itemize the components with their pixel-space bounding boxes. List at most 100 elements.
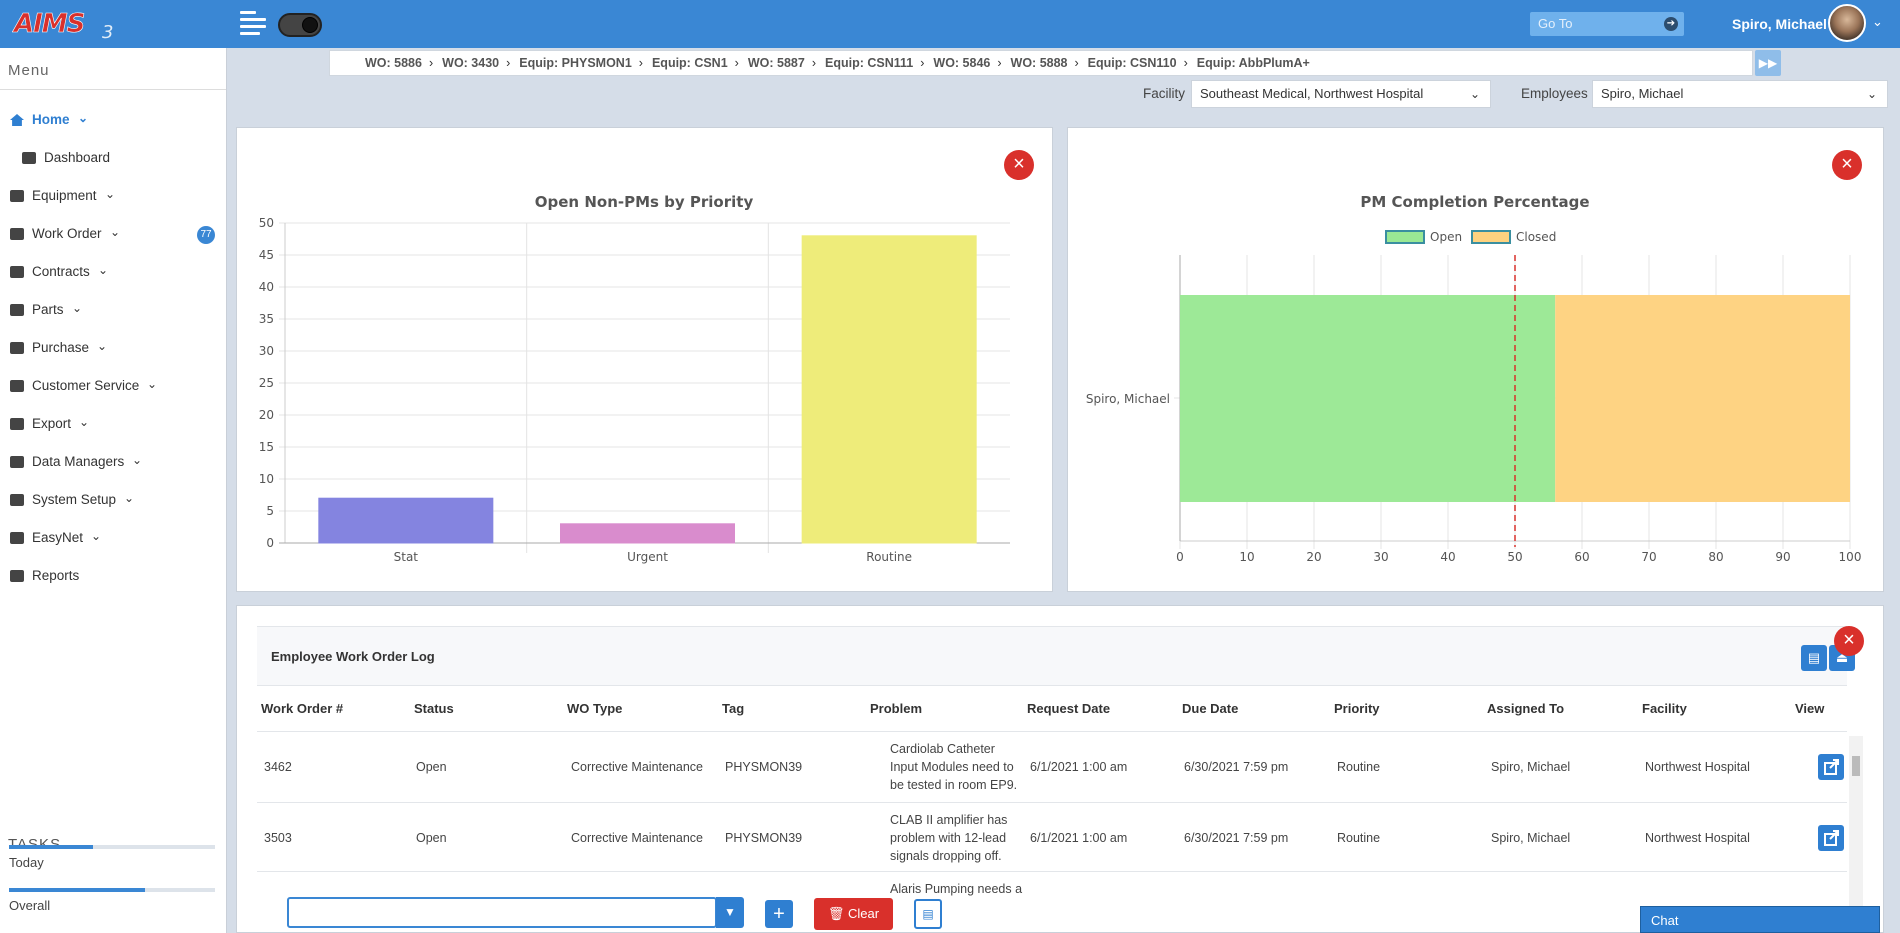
breadcrumb-item[interactable]: Equip: PHYSMON1	[519, 56, 632, 70]
column-header[interactable]: Work Order #	[261, 701, 344, 716]
clear-button[interactable]: 🗑 Clear	[814, 898, 893, 930]
sidebar-item-reports[interactable]: Reports	[0, 561, 226, 591]
column-header[interactable]: View	[1795, 701, 1825, 716]
facility-select[interactable]: Southeast Medical, Northwest Hospital ⌄	[1191, 80, 1491, 108]
pdf-icon[interactable]: ▤	[914, 899, 942, 929]
sidebar-item-data-managers[interactable]: Data Managers ⌄	[0, 447, 226, 477]
sidebar-item-label: Contracts	[32, 264, 90, 279]
avatar[interactable]	[1828, 4, 1866, 42]
table-row[interactable]: Alaris Pumping needs a	[257, 871, 1847, 933]
column-header[interactable]: Facility	[1642, 701, 1687, 716]
chevron-right-icon: ›	[638, 56, 643, 70]
export-file-icon[interactable]: ▤	[1801, 645, 1827, 671]
y-tick-label: 35	[259, 312, 274, 326]
open-non-pms-panel: × Open Non-PMs by Priority 0 5 10 15 20 25 30 35…	[236, 127, 1053, 592]
sidebar-item-label: Customer Service	[32, 378, 140, 393]
chevron-right-icon: ›	[1183, 56, 1188, 70]
bottom-input[interactable]	[287, 897, 717, 928]
sidebar-item-purchase[interactable]: Purchase ⌄	[0, 333, 226, 363]
breadcrumb-item[interactable]: WO: 5888	[1010, 56, 1068, 70]
external-link-icon[interactable]	[1818, 754, 1844, 780]
sidebar-item-contracts[interactable]: Contracts ⌄	[0, 257, 226, 287]
y-tick-label: 30	[259, 344, 274, 358]
x-tick-label: Stat	[394, 550, 419, 564]
column-header[interactable]: Status	[414, 701, 454, 716]
external-link-icon[interactable]	[1818, 825, 1844, 851]
column-header[interactable]: Request Date	[1027, 701, 1111, 716]
cell-problem: be tested in room EP9.	[890, 778, 1018, 792]
facility-label: Facility	[1143, 86, 1186, 101]
home-icon	[10, 114, 24, 126]
chevron-down-icon[interactable]: ⌄	[1872, 14, 1883, 29]
cell-problem: CLAB II amplifier has	[890, 813, 1008, 827]
sidebar-item-label: Reports	[32, 568, 80, 583]
breadcrumb-forward-button[interactable]: ▶▶	[1755, 50, 1781, 76]
cell-priority: Routine	[1337, 760, 1381, 774]
breadcrumb-item[interactable]: Equip: CSN110	[1087, 56, 1177, 70]
facility-value: Southeast Medical, Northwest Hospital	[1200, 86, 1424, 101]
column-header[interactable]: Tag	[722, 701, 745, 716]
top-bar: AIMS 3 Go To ➔ Spiro, Michael ⌄	[0, 0, 1900, 48]
legend-label: Open	[1430, 230, 1462, 244]
breadcrumb-item[interactable]: WO: 5887	[747, 56, 805, 70]
chevron-down-icon: ⌄	[78, 111, 89, 125]
parts-icon	[10, 304, 24, 316]
scrollbar[interactable]	[1849, 736, 1863, 933]
close-icon[interactable]: ×	[1004, 150, 1034, 180]
arrow-right-icon[interactable]: ➔	[1664, 17, 1678, 31]
bar	[560, 523, 735, 544]
legend-swatch	[1385, 230, 1425, 244]
column-header[interactable]: Assigned To	[1487, 701, 1565, 716]
cell-problem: Alaris Pumping needs a	[890, 882, 1023, 896]
breadcrumb-item[interactable]: WO: 5886	[365, 56, 422, 70]
chevron-down-icon: ⌄	[1469, 87, 1480, 101]
send-icon	[10, 532, 24, 544]
sidebar-item-system-setup[interactable]: System Setup ⌄	[0, 485, 226, 515]
add-button[interactable]: +	[765, 900, 793, 928]
sidebar-item-work-order[interactable]: Work Order ⌄ 77	[0, 219, 226, 249]
sidebar-item-dashboard[interactable]: Dashboard	[0, 143, 226, 173]
column-header[interactable]: WO Type	[567, 701, 623, 716]
breadcrumb-item[interactable]: WO: 5846	[933, 56, 991, 70]
column-header[interactable]: Due Date	[1182, 701, 1239, 716]
sidebar-item-easynet[interactable]: EasyNet ⌄	[0, 523, 226, 553]
sidebar-item-parts[interactable]: Parts ⌄	[0, 295, 226, 325]
work-order-count-badge: 77	[197, 226, 215, 244]
cell-status: Open	[416, 760, 447, 774]
column-header[interactable]: Problem	[870, 701, 923, 716]
sidebar-item-home[interactable]: Home ⌄	[0, 105, 226, 135]
chevron-right-icon: ›	[997, 56, 1002, 70]
chat-button[interactable]: Chat	[1640, 906, 1880, 933]
table-row[interactable]: 3462 Open Corrective Maintenance PHYSMON39 6…	[257, 731, 1847, 801]
cell-assigned: Spiro, Michael	[1491, 831, 1571, 845]
theme-toggle[interactable]	[278, 13, 322, 37]
sidebar-item-label: Export	[32, 416, 72, 431]
overall-progress-bar	[9, 888, 215, 892]
goto-input[interactable]: Go To ➔	[1530, 12, 1684, 36]
log-title: Employee Work Order Log	[271, 649, 435, 664]
y-tick-label: 10	[259, 472, 274, 486]
breadcrumb-item[interactable]: WO: 3430	[442, 56, 500, 70]
menu-toggle-icon[interactable]	[240, 10, 266, 36]
menu-heading: Menu	[0, 48, 226, 90]
sidebar-item-customer-service[interactable]: Customer Service ⌄	[0, 371, 226, 401]
aims-logo[interactable]: AIMS 3	[12, 8, 122, 40]
breadcrumb-item[interactable]: Equip: AbbPlumA+	[1196, 56, 1310, 70]
breadcrumb-item[interactable]: Equip: CSN111	[824, 56, 914, 70]
sidebar-item-export[interactable]: Export ⌄	[0, 409, 226, 439]
code-icon	[10, 456, 24, 468]
close-icon[interactable]: ×	[1834, 626, 1864, 656]
cell-due: 6/30/2021 7:59 pm	[1184, 760, 1289, 774]
clear-label: Clear	[848, 906, 880, 921]
column-header[interactable]: Priority	[1334, 701, 1380, 716]
breadcrumb-item[interactable]: Equip: CSN1	[651, 56, 728, 70]
sidebar-item-label: System Setup	[32, 492, 117, 507]
cell-wo: 3503	[264, 831, 292, 845]
close-icon[interactable]: ×	[1832, 150, 1862, 180]
chevron-down-icon[interactable]: ▼	[716, 897, 744, 928]
x-tick-label: 0	[1176, 550, 1184, 564]
user-name[interactable]: Spiro, Michael	[1732, 16, 1827, 32]
table-row[interactable]: 3503 Open Corrective Maintenance PHYSMON39 6…	[257, 802, 1847, 872]
employees-select[interactable]: Spiro, Michael ⌄	[1592, 80, 1888, 108]
sidebar-item-equipment[interactable]: Equipment ⌄	[0, 181, 226, 211]
